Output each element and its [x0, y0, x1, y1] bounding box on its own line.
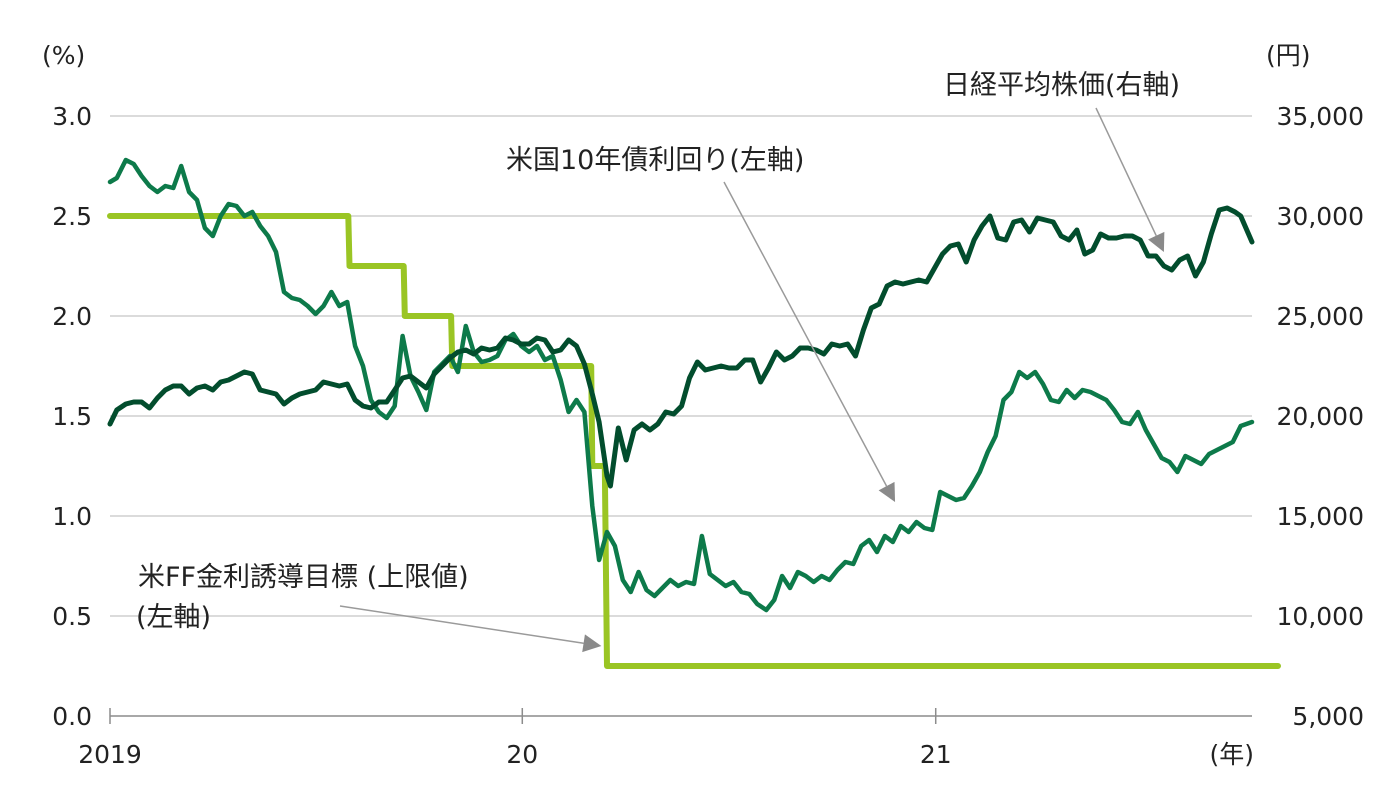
- x-tick-label: 2019: [78, 740, 142, 769]
- y-left-tick-label: 1.5: [52, 402, 92, 431]
- y-left-tick-label: 2.5: [52, 202, 92, 231]
- nikkei-annotation: 日経平均株価(右軸): [943, 70, 1180, 252]
- y-left-tick-label: 1.0: [52, 502, 92, 531]
- y-right-tick-label: 35,000: [1277, 102, 1364, 131]
- annotation-arrowhead: [878, 481, 896, 502]
- y-right-tick-label: 20,000: [1277, 402, 1364, 431]
- x-tick-label: 21: [920, 740, 952, 769]
- y-right-tick-label: 25,000: [1277, 302, 1364, 331]
- annotations: 日経平均株価(右軸) 米国10年債利回り(左軸) 米FF金利誘導目標 (上限値) (左…: [136, 70, 1180, 653]
- annotation-arrowhead: [582, 634, 602, 653]
- y-right-unit: (円): [1266, 41, 1311, 70]
- y-right-tick-label: 15,000: [1277, 502, 1364, 531]
- annotation-leader: [723, 181, 888, 487]
- y-left-tick-label: 0.0: [52, 702, 92, 731]
- axes: (%) (円) (年) 0.0 5,000 0.5 10,000 1.0 15,000 1.…: [42, 41, 1364, 769]
- x-tick-label: 20: [506, 740, 538, 769]
- ff-rate-annotation: 米FF金利誘導目標 (上限値) (左軸): [136, 562, 602, 653]
- y-left-tick-label: 3.0: [52, 102, 92, 131]
- nikkei-line: [107, 205, 1255, 489]
- annotation-label: 米FF金利誘導目標 (上限値): [138, 562, 469, 593]
- annotation-label: 米国10年債利回り(左軸): [506, 145, 804, 176]
- y-left-unit: (%): [42, 41, 85, 70]
- us10y-yield-line: [107, 157, 1255, 613]
- x-axis-unit: (年): [1209, 740, 1254, 769]
- ff-rate-line: [107, 213, 1281, 669]
- y-right-tick-label: 30,000: [1277, 202, 1364, 231]
- annotation-arrowhead: [1148, 231, 1165, 252]
- y-right-tick-label: 10,000: [1277, 602, 1364, 631]
- annotation-leader: [1095, 107, 1157, 237]
- annotation-label: 日経平均株価(右軸): [943, 70, 1180, 101]
- y-left-tick-label: 2.0: [52, 302, 92, 331]
- y-right-tick-label: 5,000: [1292, 702, 1364, 731]
- y-left-tick-label: 0.5: [52, 602, 92, 631]
- gridlines: [110, 115, 1252, 617]
- annotation-label: (左軸): [136, 602, 211, 633]
- us10y-annotation: 米国10年債利回り(左軸): [506, 145, 896, 502]
- annotation-leader: [339, 605, 584, 645]
- series-lines: [107, 157, 1281, 669]
